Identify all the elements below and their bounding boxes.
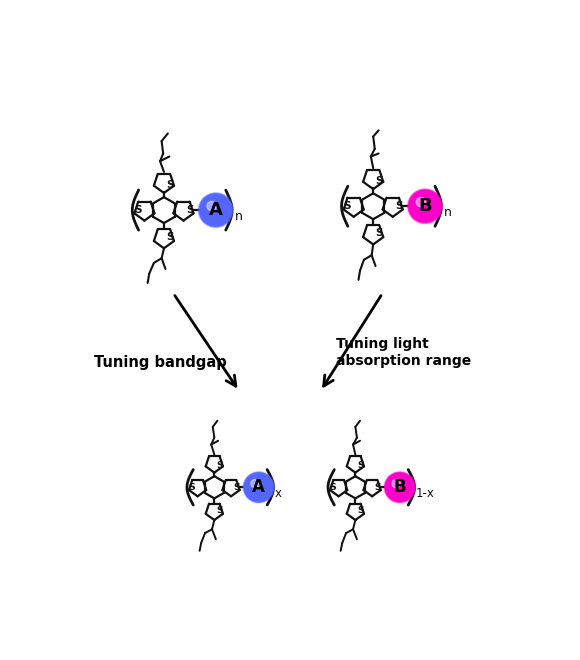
Circle shape bbox=[244, 472, 274, 502]
Text: S: S bbox=[357, 461, 364, 470]
Circle shape bbox=[392, 479, 400, 488]
Circle shape bbox=[410, 191, 440, 221]
Text: S: S bbox=[343, 201, 351, 211]
Circle shape bbox=[409, 191, 440, 222]
Circle shape bbox=[199, 193, 233, 227]
Text: S: S bbox=[375, 228, 383, 238]
Circle shape bbox=[201, 195, 230, 224]
Circle shape bbox=[245, 474, 272, 500]
Circle shape bbox=[387, 474, 413, 500]
Circle shape bbox=[201, 195, 230, 224]
Circle shape bbox=[200, 194, 232, 226]
Text: n: n bbox=[444, 206, 452, 219]
Circle shape bbox=[384, 472, 416, 503]
Circle shape bbox=[386, 474, 414, 501]
Circle shape bbox=[245, 474, 273, 501]
Circle shape bbox=[385, 472, 415, 502]
Text: A: A bbox=[252, 478, 265, 496]
Circle shape bbox=[207, 201, 216, 211]
Text: A: A bbox=[209, 201, 223, 219]
Circle shape bbox=[409, 191, 441, 222]
Text: n: n bbox=[235, 210, 243, 223]
Circle shape bbox=[408, 190, 441, 222]
Text: S: S bbox=[135, 205, 142, 215]
Circle shape bbox=[200, 194, 231, 226]
Text: Tuning light
absorption range: Tuning light absorption range bbox=[336, 337, 471, 368]
Circle shape bbox=[387, 474, 413, 500]
Circle shape bbox=[408, 189, 442, 223]
Circle shape bbox=[251, 479, 259, 488]
Text: Tuning bandgap: Tuning bandgap bbox=[94, 355, 227, 370]
Text: B: B bbox=[418, 197, 432, 215]
Text: S: S bbox=[357, 506, 364, 515]
Circle shape bbox=[410, 191, 440, 221]
Text: S: S bbox=[216, 461, 223, 470]
Circle shape bbox=[386, 473, 414, 502]
Text: B: B bbox=[393, 478, 406, 496]
Text: x: x bbox=[274, 487, 281, 500]
Circle shape bbox=[416, 197, 426, 207]
Text: S: S bbox=[216, 506, 223, 515]
Text: S: S bbox=[166, 180, 173, 189]
Text: S: S bbox=[374, 483, 381, 492]
Circle shape bbox=[407, 189, 443, 224]
Text: S: S bbox=[233, 483, 240, 492]
Circle shape bbox=[243, 472, 274, 503]
Circle shape bbox=[245, 473, 273, 502]
Text: S: S bbox=[375, 176, 383, 185]
Circle shape bbox=[198, 193, 233, 228]
Circle shape bbox=[201, 195, 231, 225]
Text: S: S bbox=[186, 205, 194, 215]
Circle shape bbox=[244, 473, 274, 502]
Text: S: S bbox=[396, 201, 403, 211]
Text: S: S bbox=[188, 483, 195, 492]
Text: S: S bbox=[330, 483, 336, 492]
Circle shape bbox=[245, 474, 272, 500]
Circle shape bbox=[385, 473, 415, 502]
Text: S: S bbox=[166, 232, 173, 242]
Text: 1-x: 1-x bbox=[416, 487, 435, 500]
